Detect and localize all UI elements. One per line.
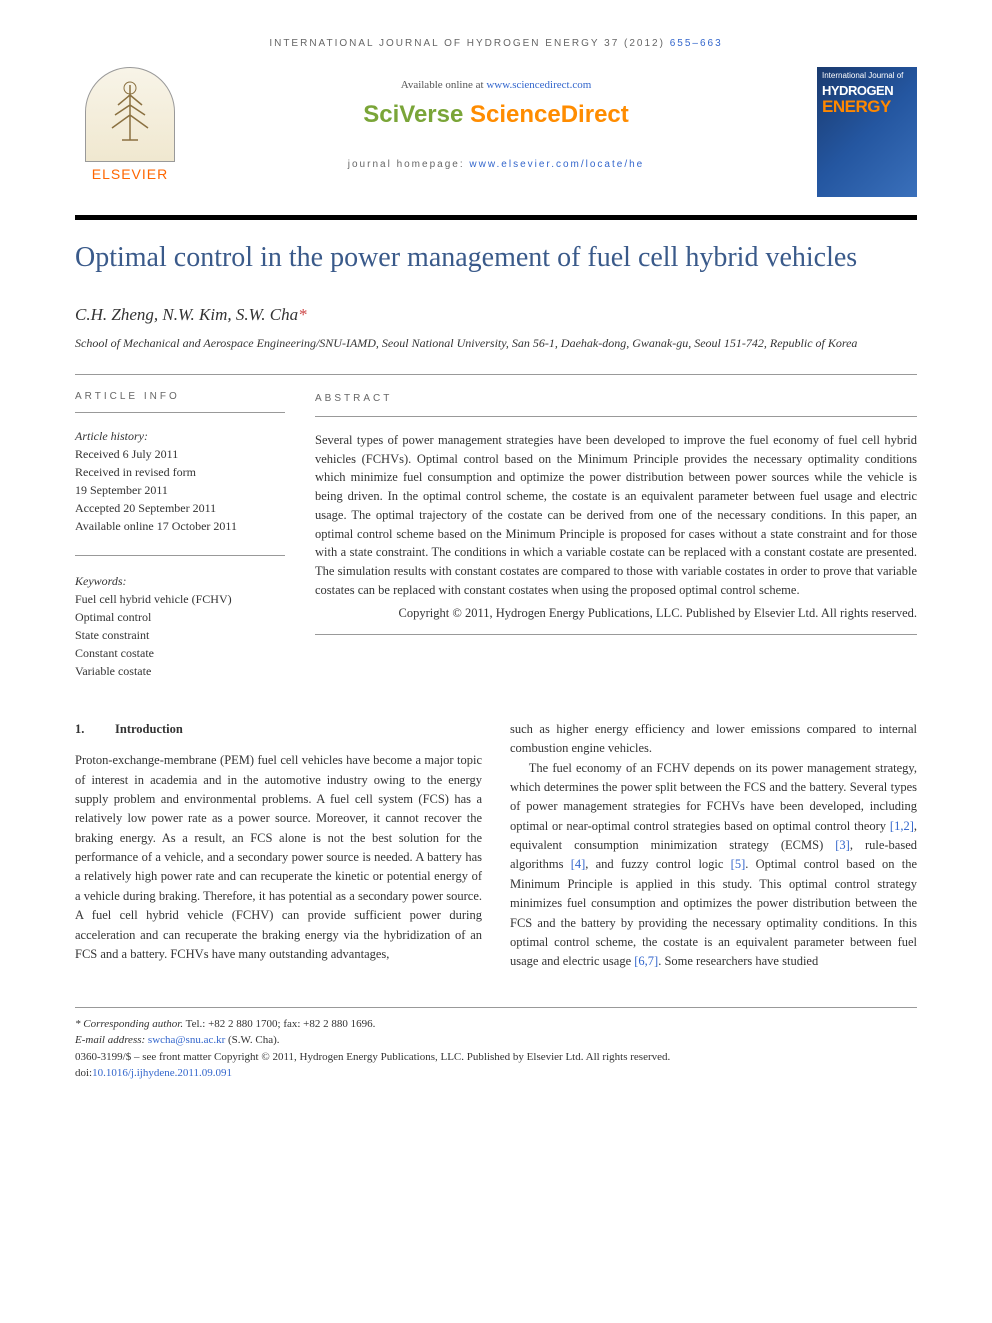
keyword-item: State constraint	[75, 626, 285, 644]
divider-thick	[75, 215, 917, 220]
elsevier-text: ELSEVIER	[75, 166, 185, 182]
abstract-column: ABSTRACT Several types of power manageme…	[315, 391, 917, 680]
homepage-prefix: journal homepage:	[348, 159, 470, 170]
corresponding-author: * Corresponding author. Tel.: +82 2 880 …	[75, 1016, 917, 1033]
authors-names: C.H. Zheng, N.W. Kim, S.W. Cha	[75, 305, 298, 324]
ref-link-67[interactable]: [6,7]	[634, 954, 658, 968]
history-label: Article history:	[75, 427, 285, 445]
homepage-link[interactable]: www.elsevier.com/locate/he	[469, 159, 644, 170]
article-info-header: ARTICLE INFO	[75, 391, 285, 413]
abstract-text: Several types of power management strate…	[315, 431, 917, 600]
divider-thin-2	[315, 634, 917, 635]
history-online: Available online 17 October 2011	[75, 517, 285, 535]
available-online: Available online at www.sciencedirect.co…	[205, 79, 787, 91]
divider-keywords	[75, 555, 285, 556]
journal-homepage: journal homepage: www.elsevier.com/locat…	[205, 159, 787, 170]
ref-link-5[interactable]: [5]	[731, 857, 746, 871]
keyword-item: Constant costate	[75, 644, 285, 662]
ref-link-3[interactable]: [3]	[835, 838, 850, 852]
email-name: (S.W. Cha).	[225, 1034, 279, 1046]
sciverse-sci: SciVerse	[363, 101, 470, 128]
history-revised2: 19 September 2011	[75, 481, 285, 499]
journal-header-text: INTERNATIONAL JOURNAL OF HYDROGEN ENERGY…	[269, 38, 669, 49]
ref-link-12[interactable]: [1,2]	[890, 819, 914, 833]
history-accepted: Accepted 20 September 2011	[75, 499, 285, 517]
sciencedirect-link[interactable]: www.sciencedirect.com	[486, 79, 591, 91]
keyword-item: Optimal control	[75, 608, 285, 626]
corresponding-asterisk: *	[298, 305, 307, 324]
cover-top: International Journal of	[822, 72, 912, 81]
intro-num: 1.	[75, 720, 115, 739]
cover-hydrogen: HYDROGEN	[822, 84, 912, 98]
body-columns: 1.Introduction Proton-exchange-membrane …	[75, 720, 917, 972]
intro-col1-p1: Proton-exchange-membrane (PEM) fuel cell…	[75, 751, 482, 964]
divider-thin-1	[75, 374, 917, 375]
body-col-right: such as higher energy efficiency and low…	[510, 720, 917, 972]
article-info-column: ARTICLE INFO Article history: Received 6…	[75, 391, 285, 680]
cover-energy: ENERGY	[822, 98, 912, 117]
corresponding-tel: Tel.: +82 2 880 1700; fax: +82 2 880 169…	[183, 1018, 375, 1030]
page-footer: * Corresponding author. Tel.: +82 2 880 …	[75, 1007, 917, 1082]
doi-link[interactable]: 10.1016/j.ijhydene.2011.09.091	[92, 1067, 232, 1079]
corresponding-label: * Corresponding author.	[75, 1018, 183, 1030]
keywords-label: Keywords:	[75, 572, 285, 590]
body-col-left: 1.Introduction Proton-exchange-membrane …	[75, 720, 482, 972]
keyword-item: Variable costate	[75, 662, 285, 680]
info-abstract-row: ARTICLE INFO Article history: Received 6…	[75, 391, 917, 680]
journal-header: INTERNATIONAL JOURNAL OF HYDROGEN ENERGY…	[75, 38, 917, 49]
keyword-item: Fuel cell hybrid vehicle (FCHV)	[75, 590, 285, 608]
publisher-banner: ELSEVIER Available online at www.science…	[75, 67, 917, 207]
article-title: Optimal control in the power management …	[75, 240, 917, 275]
email-link[interactable]: swcha@snu.ac.kr	[148, 1034, 225, 1046]
history-revised1: Received in revised form	[75, 463, 285, 481]
affiliation: School of Mechanical and Aerospace Engin…	[75, 335, 917, 352]
intro-col2-p2: The fuel economy of an FCHV depends on i…	[510, 759, 917, 972]
doi-line: doi:10.1016/j.ijhydene.2011.09.091	[75, 1065, 917, 1082]
email-line: E-mail address: swcha@snu.ac.kr (S.W. Ch…	[75, 1032, 917, 1049]
banner-center: Available online at www.sciencedirect.co…	[205, 79, 787, 170]
intro-section-title: 1.Introduction	[75, 720, 482, 739]
sciverse-direct: ScienceDirect	[470, 101, 629, 128]
available-prefix: Available online at	[401, 79, 487, 91]
history-received: Received 6 July 2011	[75, 445, 285, 463]
intro-title: Introduction	[115, 722, 183, 736]
journal-header-pages[interactable]: 655–663	[670, 38, 723, 49]
keywords-block: Keywords: Fuel cell hybrid vehicle (FCHV…	[75, 572, 285, 680]
authors: C.H. Zheng, N.W. Kim, S.W. Cha*	[75, 305, 917, 325]
article-history: Article history: Received 6 July 2011 Re…	[75, 427, 285, 535]
abstract-header: ABSTRACT	[315, 391, 917, 417]
issn-copyright: 0360-3199/$ – see front matter Copyright…	[75, 1049, 917, 1066]
ref-link-4[interactable]: [4]	[571, 857, 586, 871]
elsevier-logo[interactable]: ELSEVIER	[75, 67, 185, 182]
elsevier-tree-icon	[85, 67, 175, 162]
doi-label: doi:	[75, 1067, 92, 1079]
sciverse-logo: SciVerse ScienceDirect	[205, 101, 787, 129]
intro-col2-p1: such as higher energy efficiency and low…	[510, 720, 917, 759]
abstract-copyright: Copyright © 2011, Hydrogen Energy Public…	[315, 604, 917, 623]
journal-cover-thumbnail[interactable]: International Journal of HYDROGEN ENERGY	[817, 67, 917, 197]
email-label: E-mail address:	[75, 1034, 148, 1046]
